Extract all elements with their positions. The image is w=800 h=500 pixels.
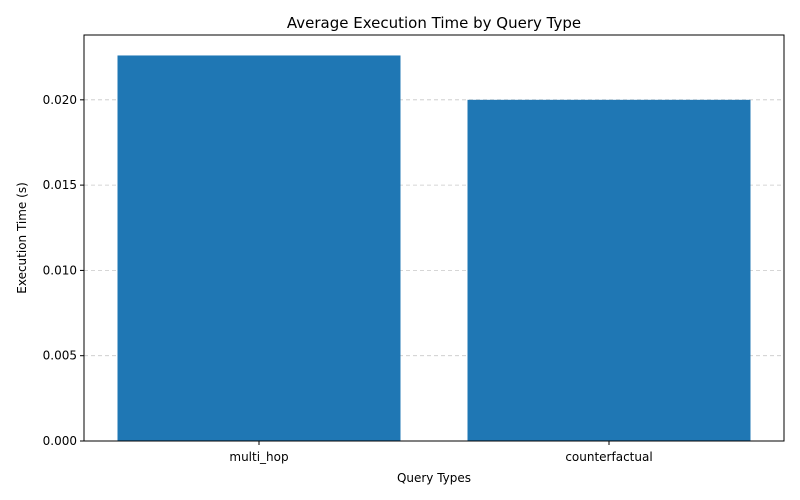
chart-title: Average Execution Time by Query Type (287, 14, 581, 32)
bar-multi-hop (117, 55, 401, 442)
y-tick-label: 0.020 (43, 93, 77, 107)
x-tick-label: multi_hop (229, 450, 288, 464)
bars (117, 55, 751, 442)
y-axis-label: Execution Time (s) (15, 182, 29, 294)
y-axis-ticks: 0.000 0.005 0.010 0.015 0.020 (43, 93, 84, 448)
x-axis-label: Query Types (397, 471, 471, 485)
y-tick-label: 0.005 (43, 349, 77, 363)
y-tick-label: 0.010 (43, 263, 77, 277)
x-axis-ticks: multi_hop counterfactual (229, 441, 653, 464)
bar-counterfactual (467, 99, 751, 441)
plot-frame (83, 34, 785, 442)
y-tick-label: 0.000 (43, 434, 77, 448)
x-tick-label: counterfactual (565, 450, 652, 464)
y-tick-label: 0.015 (43, 178, 77, 192)
